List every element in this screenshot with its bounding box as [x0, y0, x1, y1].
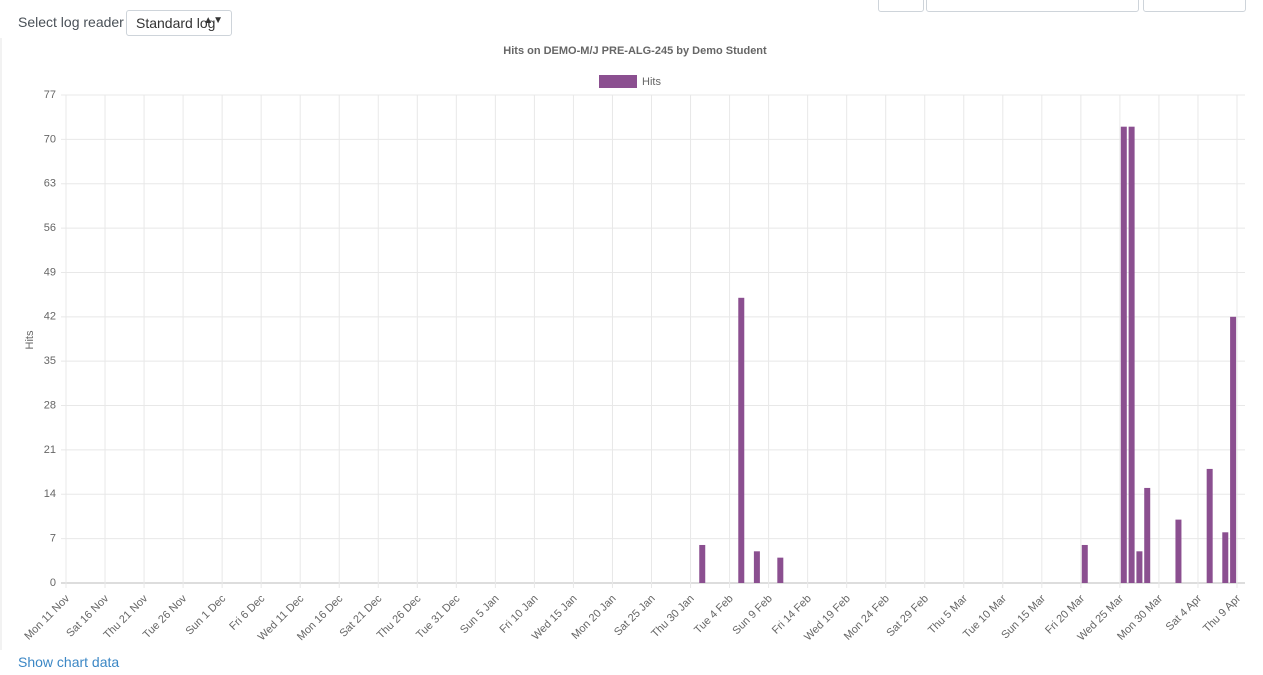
legend-label: Hits: [642, 76, 661, 88]
bar: [1175, 519, 1182, 583]
bar: [1081, 544, 1088, 583]
y-tick-label: 70: [44, 133, 56, 145]
x-tick-label: Sun 9 Feb: [730, 593, 774, 637]
button[interactable]: [878, 0, 924, 12]
bar: [1120, 126, 1127, 584]
select-arrow: ▲▼: [203, 15, 223, 26]
bar: [1206, 468, 1213, 583]
bar: [777, 557, 784, 583]
y-tick-label: 35: [44, 355, 56, 367]
bar: [699, 544, 706, 583]
x-tick-label: Thu 9 Apr: [1201, 592, 1243, 634]
button[interactable]: [926, 0, 1139, 12]
show-chart-data-link[interactable]: Show chart data: [18, 654, 120, 670]
bar: [753, 551, 760, 583]
x-tick-label: Tue 4 Feb: [692, 593, 736, 637]
y-tick-label: 0: [50, 577, 56, 589]
bar: [1144, 487, 1151, 583]
bar: [738, 297, 745, 583]
log-reader-value: Standard log: [136, 15, 216, 31]
y-tick-label: 42: [44, 311, 56, 323]
x-tick-label: Sun 5 Jan: [458, 593, 502, 637]
legend-swatch: [599, 75, 637, 88]
y-tick-label: 21: [44, 444, 56, 456]
y-tick-label: 7: [50, 533, 56, 545]
button[interactable]: [1143, 0, 1246, 12]
log-reader-label: Select log reader: [18, 14, 124, 30]
x-tick-label: Sat 4 Apr: [1164, 592, 1205, 633]
y-axis-label: Hits: [24, 330, 36, 349]
y-tick-label: 49: [44, 266, 56, 278]
log-reader-select[interactable]: Standard log ▲▼: [126, 10, 232, 36]
y-tick-label: 63: [44, 178, 56, 190]
x-tick-label: Mon 11 Nov: [22, 592, 72, 642]
x-tick-label: Sat 29 Feb: [884, 593, 931, 640]
x-tick-label: Thu 30 Jan: [649, 593, 696, 640]
bar: [1230, 316, 1237, 583]
bar: [1128, 126, 1135, 584]
y-tick-label: 28: [44, 399, 56, 411]
y-tick-label: 14: [44, 488, 56, 500]
y-tick-label: 56: [44, 222, 56, 234]
x-tick-label: Sun 1 Dec: [183, 592, 228, 637]
x-tick-label: Fri 6 Dec: [227, 592, 267, 632]
bar: [1222, 532, 1229, 583]
bar: [1136, 551, 1143, 583]
y-tick-label: 77: [44, 89, 56, 101]
chart: Hits on DEMO-M/J PRE-ALG-245 by Demo Stu…: [0, 38, 1245, 650]
chart-title: Hits on DEMO-M/J PRE-ALG-245 by Demo Stu…: [503, 45, 767, 57]
